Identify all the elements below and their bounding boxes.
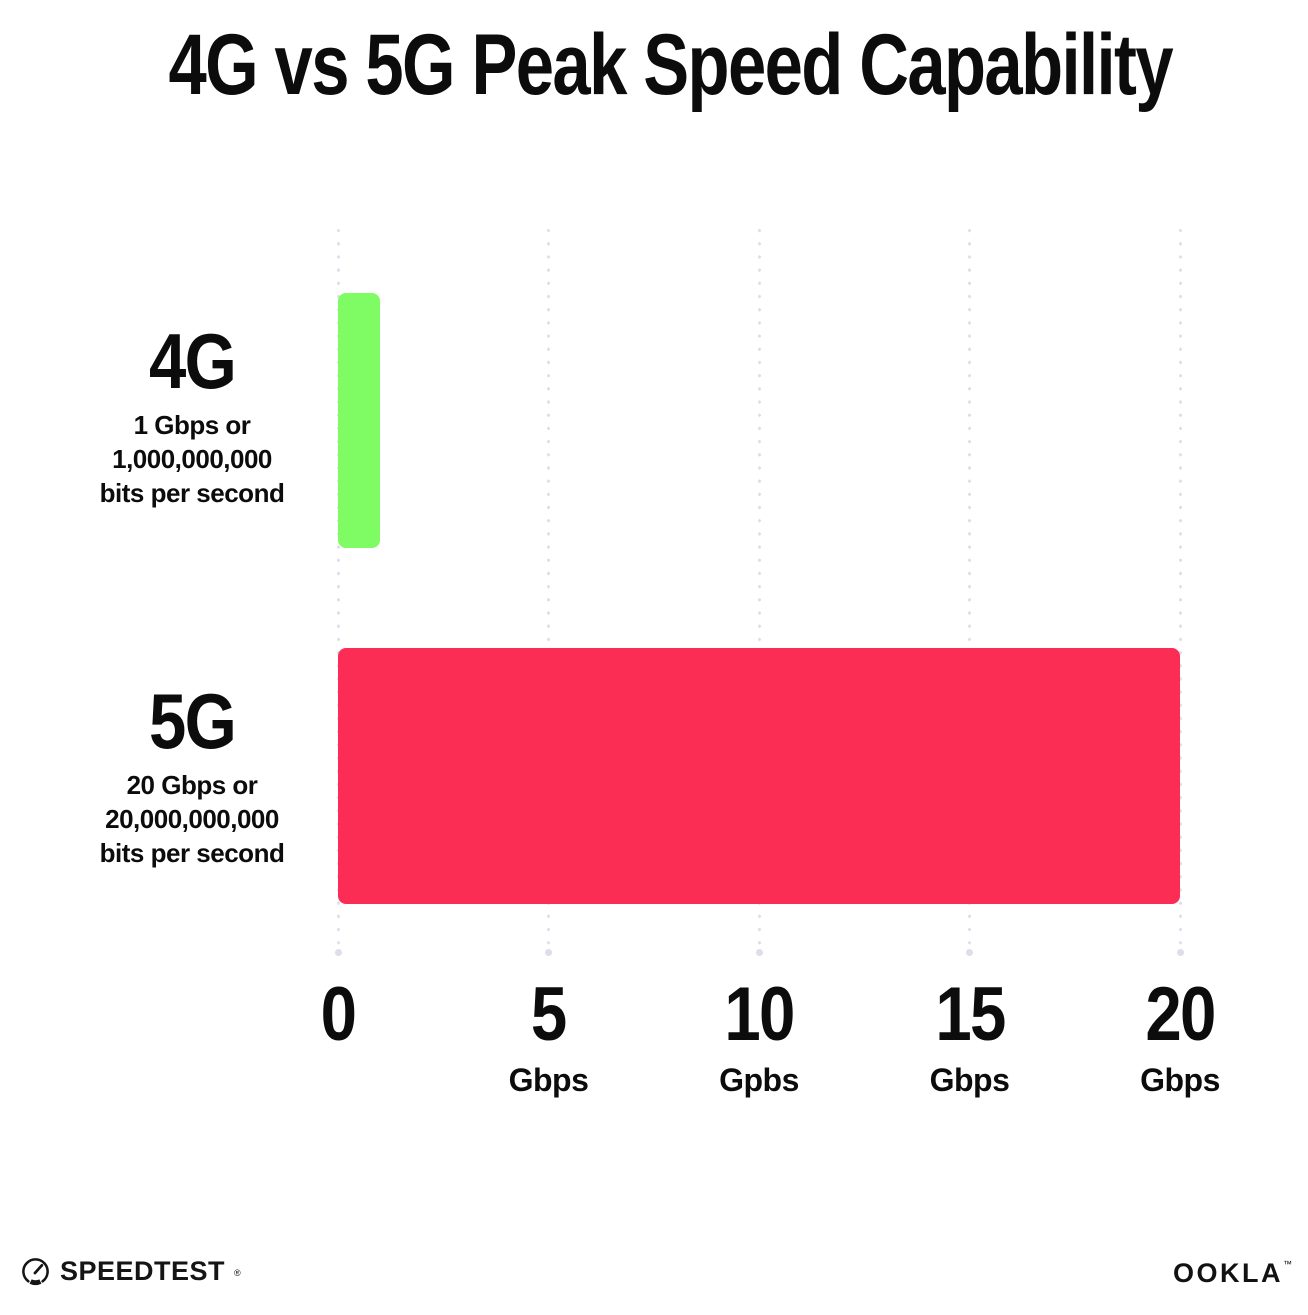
gridline-5 bbox=[545, 224, 552, 956]
speedtest-trademark: ® bbox=[234, 1267, 241, 1278]
ookla-wordmark: OOKLA bbox=[1173, 1258, 1283, 1288]
x-tick-5: 5 Gbps bbox=[508, 972, 589, 1099]
bar-5g bbox=[338, 648, 1180, 904]
gridline-20 bbox=[1176, 224, 1184, 956]
chart-title-text: 4G vs 5G Peak Speed Capability bbox=[168, 17, 1173, 113]
ookla-trademark: ™ bbox=[1283, 1259, 1292, 1269]
row-label-4g: 4G 1 Gbps or 1,000,000,000 bits per seco… bbox=[52, 320, 332, 510]
category-sub-4g-line1: 1 Gbps or bbox=[133, 410, 251, 440]
x-tick-10-number: 10 bbox=[724, 972, 795, 1057]
category-sub-4g-line3: bits per second bbox=[99, 478, 285, 508]
speedtest-logo: SPEEDTEST ® bbox=[20, 1256, 241, 1287]
x-tick-10-unit: Gpbs bbox=[719, 1062, 799, 1098]
category-sub-5g-line2: 20,000,000,000 bbox=[105, 804, 279, 834]
x-tick-15-number: 15 bbox=[934, 972, 1006, 1057]
x-tick-5-number: 5 bbox=[531, 972, 567, 1057]
speedtest-wordmark: SPEEDTEST bbox=[60, 1256, 226, 1286]
category-label-5g: 5G bbox=[148, 677, 237, 765]
speedometer-icon bbox=[22, 1258, 49, 1286]
x-tick-15: 15 Gbps bbox=[929, 972, 1010, 1099]
row-label-5g: 5G 20 Gbps or 20,000,000,000 bits per se… bbox=[52, 680, 332, 870]
category-label-4g: 4G bbox=[148, 317, 237, 405]
gridline-15 bbox=[966, 224, 973, 956]
gridline-0 bbox=[334, 224, 342, 956]
x-tick-20-unit: Gbps bbox=[1140, 1062, 1220, 1098]
x-tick-0: 0 bbox=[318, 977, 358, 1062]
x-tick-20: 20 Gbps bbox=[1140, 972, 1220, 1099]
bar-4g bbox=[338, 293, 380, 548]
x-tick-20-number: 20 bbox=[1145, 972, 1216, 1057]
category-sub-4g-line2: 1,000,000,000 bbox=[112, 444, 272, 474]
chart-title: 4G vs 5G Peak Speed Capability bbox=[32, 17, 1308, 113]
category-sub-5g-line1: 20 Gbps or bbox=[126, 770, 258, 800]
x-tick-5-unit: Gbps bbox=[508, 1062, 589, 1098]
x-tick-0-number: 0 bbox=[320, 972, 357, 1057]
gridline-10 bbox=[755, 224, 763, 956]
category-sub-5g-line3: bits per second bbox=[99, 838, 285, 868]
x-tick-15-unit: Gbps bbox=[929, 1062, 1010, 1098]
ookla-logo: OOKLA™ bbox=[1173, 1258, 1292, 1289]
x-tick-10: 10 Gpbs bbox=[719, 972, 799, 1099]
